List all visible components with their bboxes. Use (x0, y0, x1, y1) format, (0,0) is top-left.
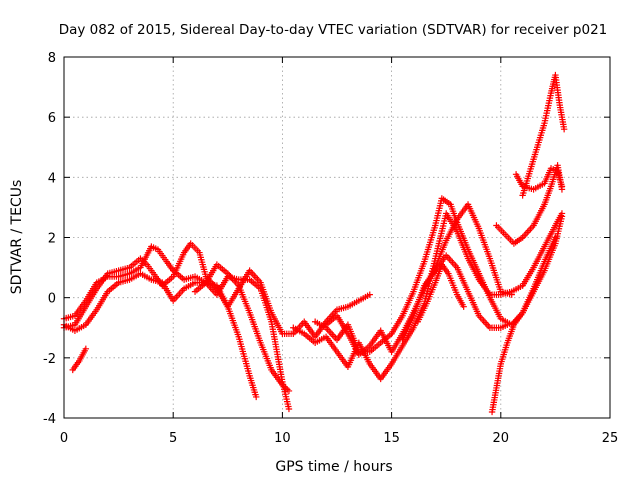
y-axis-label: SDTVAR / TECUs (9, 180, 25, 295)
data-point (508, 291, 515, 298)
series-track-j (488, 213, 566, 416)
x-tick-label: 20 (493, 431, 510, 446)
data-point (285, 405, 293, 413)
data-point (558, 183, 566, 190)
data-point (558, 213, 566, 220)
series-track-a (60, 240, 260, 401)
series-track-c (60, 267, 373, 340)
series-track-l (512, 165, 566, 193)
y-tick-label: -2 (43, 352, 56, 367)
x-tick-label: 0 (60, 431, 68, 446)
y-tick-label: 2 (48, 232, 56, 247)
data-point (366, 291, 373, 298)
series-track-b (60, 243, 293, 413)
data-point (504, 321, 511, 328)
y-tick-label: -4 (43, 412, 56, 427)
x-tick-label: 10 (274, 431, 291, 446)
chart-title: Day 082 of 2015, Sidereal Day-to-day VTE… (59, 22, 608, 38)
data-point (560, 126, 568, 133)
x-axis-label: GPS time / hours (275, 459, 392, 475)
x-tick-label: 15 (383, 431, 400, 446)
tick-labels: 0 5 10 15 20 25 -4 -2 0 2 4 6 8 (43, 51, 618, 446)
data-points (60, 71, 568, 416)
data-point (285, 387, 293, 395)
data-point (252, 393, 260, 401)
series-track-m (519, 71, 568, 199)
grid (64, 57, 610, 418)
y-tick-label: 0 (48, 292, 56, 307)
x-tick-label: 25 (602, 431, 619, 446)
y-tick-label: 8 (48, 51, 56, 66)
y-tick-label: 4 (48, 171, 56, 186)
y-tick-label: 6 (48, 111, 56, 126)
data-point (460, 303, 467, 310)
series-track-e (191, 261, 293, 395)
series-track-d (69, 345, 90, 374)
series-track-i (399, 252, 511, 343)
data-point (82, 345, 90, 353)
series-track-g (311, 195, 559, 356)
axis-ticks (63, 56, 611, 419)
series-track-n (414, 261, 467, 325)
x-tick-label: 5 (169, 431, 177, 446)
